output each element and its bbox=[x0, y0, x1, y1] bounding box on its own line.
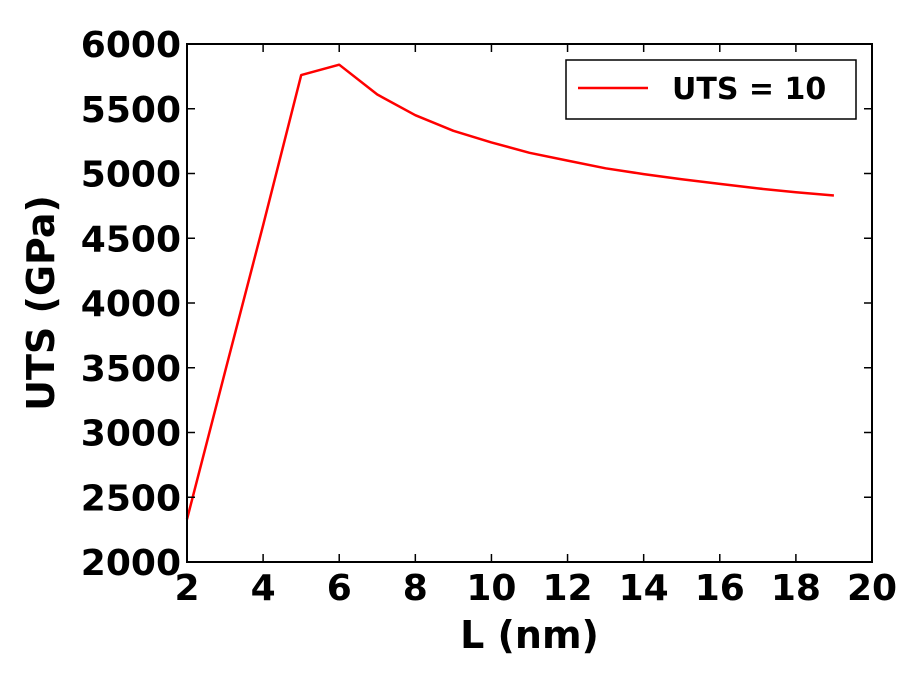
y-tick-label: 3000 bbox=[81, 414, 181, 455]
series-lines bbox=[185, 63, 835, 520]
y-tick-label: 4000 bbox=[81, 284, 181, 325]
x-tick-label: 8 bbox=[403, 568, 428, 609]
x-tick-label: 6 bbox=[327, 568, 352, 609]
y-axis-ticks: 2000 2500 3000 3500 4000 4500 5000 5500 6000 bbox=[81, 25, 872, 584]
legend-label-uts-10: UTS = 10 bbox=[672, 72, 826, 107]
y-tick-label: 2000 bbox=[81, 543, 181, 584]
legend: UTS = 10 bbox=[565, 59, 857, 120]
x-tick-label: 14 bbox=[619, 568, 669, 609]
x-tick-label: 16 bbox=[695, 568, 745, 609]
x-tick-label: 2 bbox=[174, 568, 199, 609]
y-tick-label: 2500 bbox=[81, 478, 181, 519]
x-tick-label: 10 bbox=[466, 568, 516, 609]
y-axis-label: UTS (GPa) bbox=[19, 195, 63, 411]
y-tick-label: 6000 bbox=[81, 25, 181, 66]
x-tick-label: 20 bbox=[847, 568, 897, 609]
x-axis-label: L (nm) bbox=[460, 613, 599, 657]
y-tick-label: 4500 bbox=[81, 219, 181, 260]
y-tick-label: 3500 bbox=[81, 349, 181, 390]
x-tick-label: 12 bbox=[543, 568, 593, 609]
y-tick-label: 5000 bbox=[81, 155, 181, 196]
legend-box bbox=[565, 59, 857, 120]
y-tick-label: 5500 bbox=[81, 90, 181, 131]
x-axis-ticks: 2 4 6 8 10 12 14 16 18 20 bbox=[174, 44, 897, 609]
x-tick-label: 18 bbox=[771, 568, 821, 609]
x-tick-label: 4 bbox=[251, 568, 276, 609]
series-line-0 bbox=[185, 63, 835, 520]
